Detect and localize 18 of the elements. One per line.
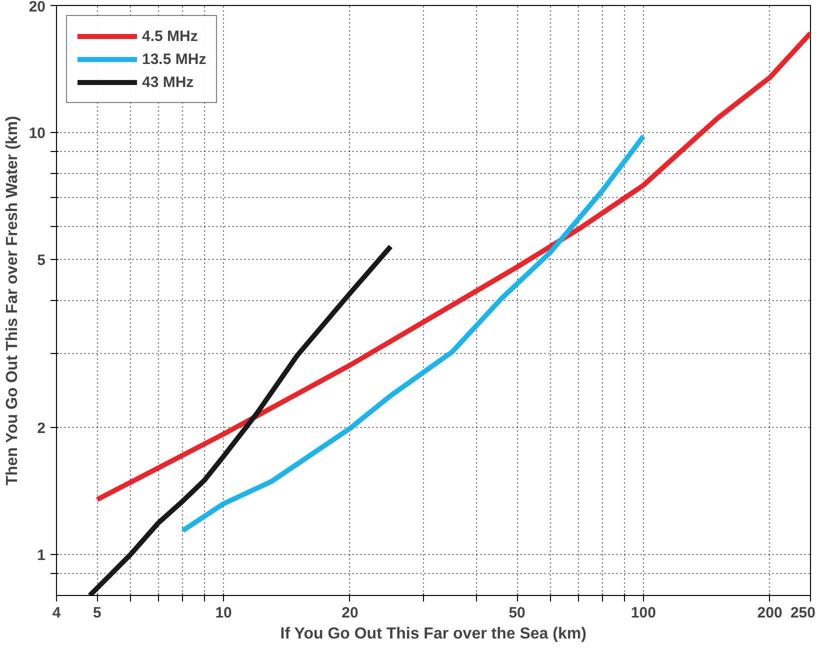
x-tick-label: 200 bbox=[757, 604, 782, 622]
x-tick-label: 50 bbox=[508, 604, 526, 622]
y-tick-label: 5 bbox=[37, 252, 46, 270]
y-tick-label: 20 bbox=[28, 0, 46, 16]
x-tick-label: 10 bbox=[215, 604, 232, 622]
x-tick-label: 20 bbox=[342, 604, 358, 622]
x-axis-title: If You Go Out This Far over the Sea (km) bbox=[280, 626, 586, 642]
y-axis-title: Then You Go Out This Far over Fresh Water (km) bbox=[4, 116, 21, 486]
x-tick-label: 4 bbox=[52, 604, 62, 622]
x-tick-label: 5 bbox=[93, 604, 102, 622]
legend-label: 13.5 MHz bbox=[142, 50, 206, 68]
x-tick-label: 100 bbox=[630, 604, 656, 622]
legend-label: 43 MHz bbox=[142, 74, 194, 90]
y-tick-label: 1 bbox=[37, 547, 46, 564]
y-tick-label: 10 bbox=[28, 125, 46, 142]
y-tick-label: 2 bbox=[37, 420, 46, 438]
legend-label: 4.5 MHz bbox=[142, 28, 198, 44]
x-tick-label: 250 bbox=[790, 604, 816, 622]
